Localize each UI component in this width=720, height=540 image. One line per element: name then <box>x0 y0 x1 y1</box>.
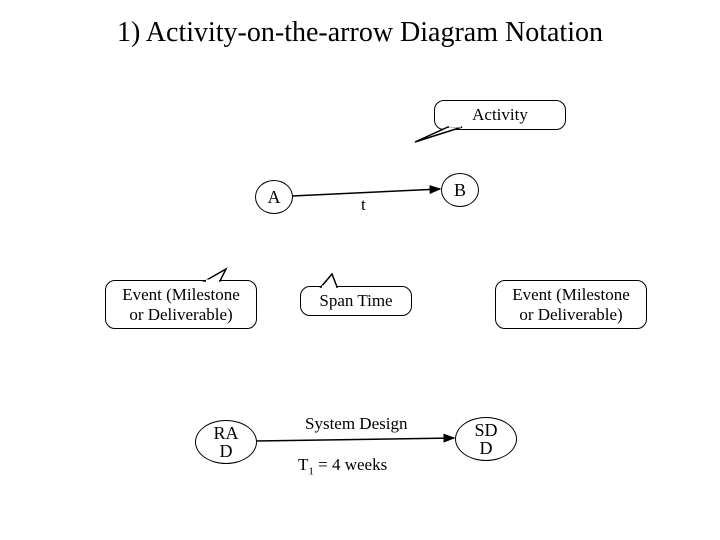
callout-event-b: Event (Milestone or Deliverable) <box>495 280 647 329</box>
label-t1: T1 = 4 weeks <box>298 455 387 477</box>
node-a: A <box>255 180 293 214</box>
callout-event-b-text: Event (Milestone or Deliverable) <box>512 285 630 324</box>
callout-span-time: Span Time <box>300 286 412 316</box>
node-b: B <box>441 173 479 207</box>
callout-span-time-text: Span Time <box>319 291 392 310</box>
callout-event-a-text: Event (Milestone or Deliverable) <box>122 285 240 324</box>
edge-rad-sdd <box>256 438 454 441</box>
label-system-design: System Design <box>305 414 407 434</box>
node-a-label: A <box>268 187 281 208</box>
page-title: 1) Activity-on-the-arrow Diagram Notatio… <box>0 15 720 50</box>
node-rad-label: RAD <box>206 424 246 460</box>
node-sdd: SDD <box>455 417 517 461</box>
callout-activity-text: Activity <box>472 105 528 124</box>
node-sdd-label: SDD <box>466 421 506 457</box>
label-t: t <box>361 195 366 215</box>
callout-activity: Activity <box>434 100 566 130</box>
callout-event-a: Event (Milestone or Deliverable) <box>105 280 257 329</box>
node-rad: RAD <box>195 420 257 464</box>
node-b-label: B <box>454 180 466 201</box>
edge-a-b <box>292 189 440 196</box>
